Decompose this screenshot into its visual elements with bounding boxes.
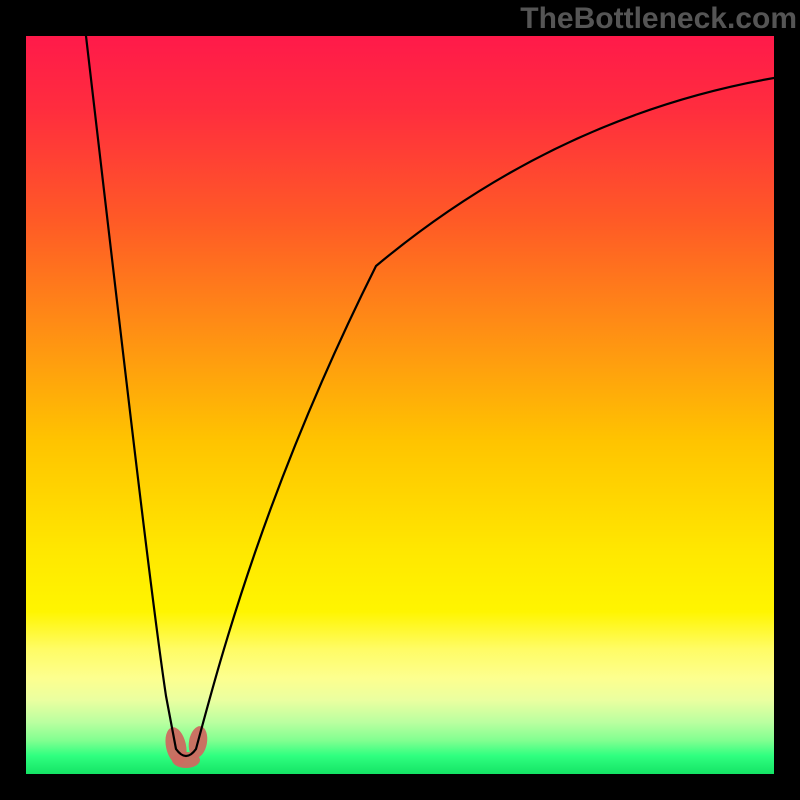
- frame-bottom: [0, 774, 800, 800]
- gradient-background: [26, 36, 774, 774]
- watermark-text: TheBottleneck.com: [520, 2, 797, 36]
- frame-left: [0, 0, 26, 800]
- plot-svg: [26, 36, 774, 774]
- frame-right: [774, 0, 800, 800]
- chart-container: TheBottleneck.com: [0, 0, 800, 800]
